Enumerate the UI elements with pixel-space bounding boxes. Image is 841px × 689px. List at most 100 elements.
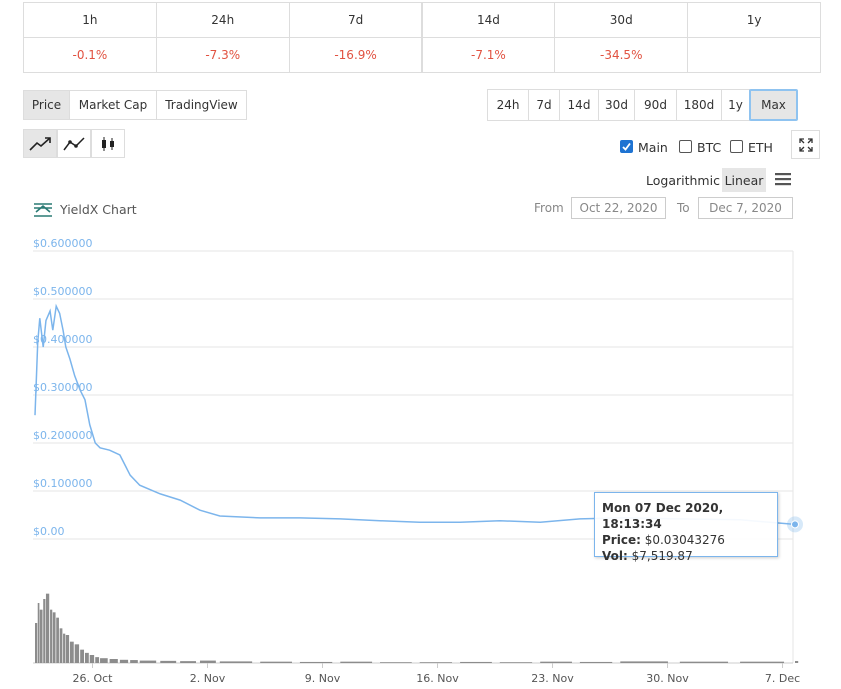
range-button[interactable]: Max [749,89,798,121]
volume-bar [540,661,572,663]
volume-bar [160,660,177,663]
to-label: To [677,201,690,215]
y-tick-label: $0.00 [33,525,65,538]
fullscreen-button[interactable] [791,130,820,159]
volume-bar [109,659,118,663]
x-tick-label: 9. Nov [305,672,341,685]
header-cell: 1h [23,2,157,38]
volume-bar [65,635,70,663]
volume-bar [460,661,492,663]
icon [775,173,791,186]
value-cell: -7.1% [421,37,556,73]
to-input[interactable]: Dec 7, 2020 [698,197,793,219]
menu-button[interactable] [773,170,793,188]
y-tick-label: $0.400000 [33,333,93,346]
x-tick-label: 2. Nov [190,672,226,685]
check [622,142,631,151]
scale-option[interactable]: Linear [722,168,766,192]
tooltip-date: Mon 07 Dec 2020, 18:13:34 [602,501,724,531]
volume-bar [45,593,50,663]
y-tick-label: $0.600000 [33,237,93,250]
volume-bar [100,658,108,663]
value-cell: -16.9% [288,37,423,73]
volume-bar [219,661,253,663]
chart: $0.00 $0.100000 $0.200000 $0.300000 $0.40000… [33,237,803,685]
volume-bar [795,660,799,663]
volume-bar [84,652,89,663]
header-cell: 7d [288,2,423,38]
chart-title: YieldX Chart [60,202,137,217]
candlestick-button[interactable] [91,129,125,158]
volume-bar [620,661,668,663]
tooltip: Mon 07 Dec 2020, 18:13:34 Price: $0.0304… [594,492,778,563]
volume-bar [419,662,453,663]
value-cell: -0.1% [23,37,157,73]
icon [29,136,51,151]
value-cell: -7.3% [155,37,290,73]
range-button[interactable]: 14d [559,89,599,121]
volume-bar [43,599,46,663]
range-button[interactable]: 24h [487,89,529,121]
checkbox[interactable] [620,140,633,153]
volume-bar [579,661,613,663]
checkbox-label: Main [638,140,668,155]
checkbox[interactable] [679,140,692,153]
range-button[interactable]: 90d [634,89,677,121]
checkbox-label: BTC [697,140,722,155]
y-tick-label: $0.200000 [33,429,93,442]
volume-bar [740,661,785,663]
range-button[interactable]: 1y [721,89,750,121]
tab[interactable]: TradingView [156,90,247,120]
header-cell: 14d [421,2,556,38]
tab[interactable]: Price [23,90,70,120]
tooltip-price: Price: $0.03043276 [602,532,770,548]
checkbox-label: ETH [748,140,773,155]
volume-bar [80,649,85,663]
volume-bar [199,660,216,663]
range-button[interactable]: 7d [528,89,560,121]
scale-option[interactable]: Logarithmic [646,173,720,188]
tooltip-price-value: $0.03043276 [644,533,725,547]
value-cell: -34.5% [554,37,689,73]
icon [798,137,813,152]
volume-bar [119,659,129,663]
x-tick-label: 30. Nov [646,672,689,685]
line-chart-button[interactable] [23,129,57,158]
volume-bar [139,660,157,663]
y-tick-label: $0.300000 [33,381,93,394]
smooth-line-button[interactable] [57,129,91,158]
x-tick-label: 16. Nov [416,672,459,685]
tooltip-vol: Vol: $7,519.87 [602,548,770,564]
icon [102,136,114,151]
volume-bar [39,609,43,663]
change-table: 1h -0.1% 24h -7.3% 7d -16.9% 14d -7.1% 30d -34.5%… [23,2,821,73]
y-tick-label: $0.100000 [33,477,93,490]
volume-bar [56,617,59,663]
price-line [34,303,796,526]
volume-bar [74,644,80,663]
volume-bar [299,661,333,663]
y-tick-label: $0.500000 [33,285,93,298]
header-cell: 1y [687,2,821,38]
header-cell: 24h [155,2,290,38]
volume-bar [340,661,373,663]
checkbox[interactable] [730,140,743,153]
range-button[interactable]: 180d [676,89,722,121]
volume-bar [130,660,138,663]
x-tick-label: 23. Nov [531,672,574,685]
volume-bar [499,662,533,663]
volume-bar [63,633,66,663]
range-button[interactable]: 30d [598,89,635,121]
volume-bar [35,623,38,663]
volume-bar [95,657,100,663]
hover-point [791,520,799,529]
icon [63,136,85,150]
volume-bar [37,603,40,663]
x-tick-label: 7. Dec [765,672,800,685]
from-input[interactable]: Oct 22, 2020 [571,197,666,219]
x-tick-label: 26. Oct [72,672,113,685]
tab[interactable]: Market Cap [69,90,157,120]
volume-bar [679,661,729,663]
volume-bar [89,655,95,663]
